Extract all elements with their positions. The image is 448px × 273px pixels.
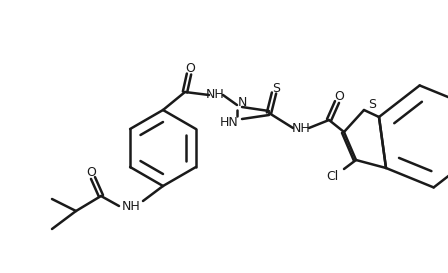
Text: Cl: Cl bbox=[326, 170, 338, 182]
Text: O: O bbox=[185, 63, 195, 76]
Text: HN: HN bbox=[220, 117, 238, 129]
Text: O: O bbox=[334, 91, 344, 103]
Text: S: S bbox=[272, 82, 280, 94]
Text: NH: NH bbox=[121, 200, 140, 212]
Text: S: S bbox=[368, 97, 376, 111]
Text: O: O bbox=[86, 167, 96, 180]
Text: N: N bbox=[237, 96, 247, 109]
Text: NH: NH bbox=[292, 121, 310, 135]
Text: NH: NH bbox=[206, 88, 224, 102]
